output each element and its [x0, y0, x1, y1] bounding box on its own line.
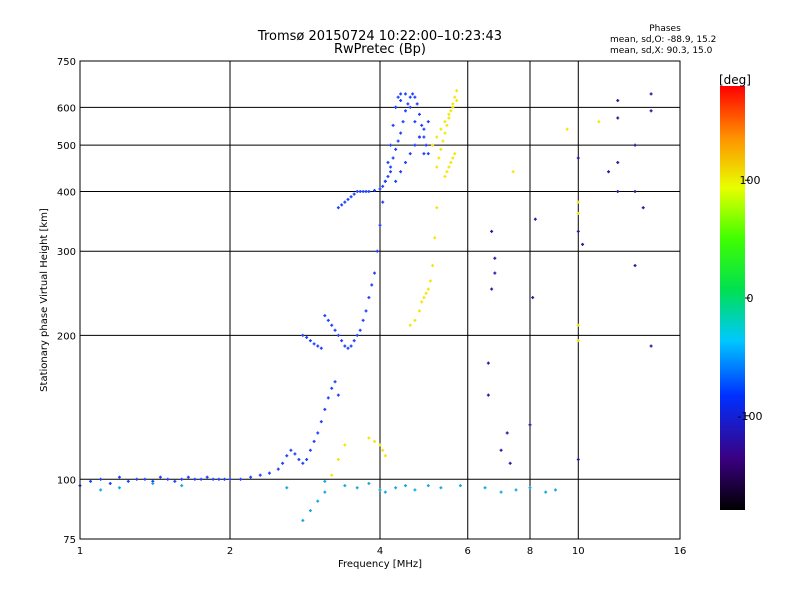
grid-lines — [80, 61, 680, 539]
colorbar-tick-label: 0 — [747, 292, 754, 305]
data-points — [78, 89, 653, 522]
colorbar-tick-label: -100 — [738, 410, 763, 423]
x-tick-label: 4 — [377, 546, 383, 557]
chart-subtitle: RwPretec (Bp) — [334, 42, 426, 57]
y-tick-label: 750 — [57, 57, 76, 68]
colorbar — [720, 86, 745, 510]
x-axis-label: Frequency [MHz] — [338, 559, 422, 570]
x-tick-label: 16 — [674, 546, 687, 557]
y-tick-label: 75 — [63, 535, 76, 546]
y-tick-label: 100 — [57, 475, 76, 486]
y-tick-labels: 75 100 200 300 400 500 600 750 — [57, 57, 76, 546]
series-0 — [78, 92, 430, 488]
colorbar-label: [deg] — [719, 73, 751, 87]
x-tick-label: 8 — [527, 546, 533, 557]
y-tick-label: 600 — [57, 103, 76, 114]
x-tick-label: 2 — [227, 546, 233, 557]
series-1 — [330, 89, 601, 477]
y-axis-label: Stationary phase Virtual Height [km] — [39, 208, 50, 392]
colorbar-tick-label: 100 — [740, 174, 761, 187]
y-tick-label: 200 — [57, 331, 76, 342]
x-tick-labels: 1 2 4 6 8 10 16 — [77, 546, 687, 557]
phase-stats-o: mean, sd,O: -88.9, 15.2 — [610, 35, 716, 45]
phase-stats-x: mean, sd,X: 90.3, 15.0 — [610, 46, 713, 56]
x-tick-label: 6 — [465, 546, 471, 557]
series-2 — [99, 479, 557, 522]
x-tick-label: 10 — [572, 546, 585, 557]
chart-title: Tromsø 20150724 10:22:00–10:23:43 — [257, 29, 502, 44]
y-tick-label: 300 — [57, 247, 76, 258]
y-tick-label: 400 — [57, 187, 76, 198]
series-3 — [486, 92, 653, 465]
colorbar-ticks: 100 0 -100 — [738, 174, 763, 423]
y-tick-label: 500 — [57, 141, 76, 152]
x-tick-label: 1 — [77, 546, 83, 557]
plot-frame — [79, 60, 681, 540]
phase-stats-heading: Phases — [649, 24, 681, 34]
